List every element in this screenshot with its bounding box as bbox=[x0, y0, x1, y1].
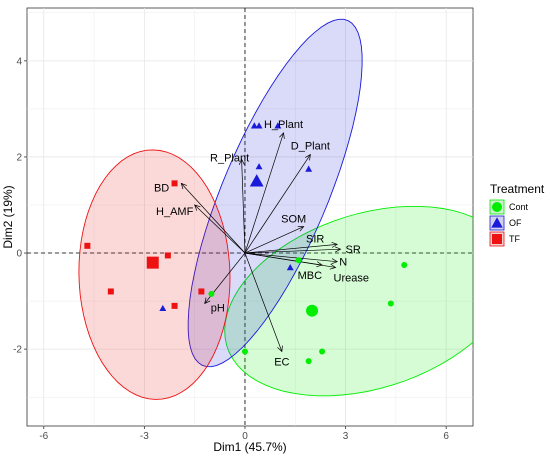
legend-key-cont bbox=[492, 202, 502, 212]
point-of bbox=[305, 165, 313, 172]
observation-points bbox=[84, 122, 408, 365]
variable-arrows bbox=[180, 132, 342, 353]
variable-label-som: SOM bbox=[281, 214, 306, 226]
y-tick-label: 4 bbox=[16, 56, 22, 67]
variable-label-h_amf: H_AMF bbox=[156, 206, 194, 218]
legend-key-fill bbox=[489, 231, 505, 247]
ellipse-of bbox=[187, 18, 363, 368]
arrowhead-r_plant bbox=[238, 158, 245, 165]
variable-label-sir: SIR bbox=[306, 233, 324, 245]
point-of bbox=[286, 263, 294, 271]
arrowhead-sir bbox=[331, 241, 338, 248]
arrowhead-ph bbox=[204, 297, 211, 305]
arrowhead-som bbox=[297, 226, 305, 232]
legend-title: Treatment bbox=[490, 182, 545, 196]
point-tf bbox=[171, 180, 178, 187]
point-cont bbox=[305, 358, 312, 365]
arrow-d_plant bbox=[244, 154, 311, 254]
x-tick-label: -6 bbox=[39, 431, 48, 442]
variable-label-sr: SR bbox=[346, 244, 361, 256]
centroid-tf bbox=[146, 256, 159, 269]
arrow-bd bbox=[180, 183, 246, 254]
point-of bbox=[255, 163, 263, 170]
arrow-h_amf bbox=[194, 204, 246, 254]
arrowhead-h_plant bbox=[279, 132, 285, 139]
arrow-sir bbox=[244, 244, 338, 254]
y-axis-title: Dim2 (19%) bbox=[1, 185, 15, 248]
variable-label-bd: BD bbox=[154, 182, 169, 194]
y-tick-label: -2 bbox=[13, 345, 22, 356]
plot-panel bbox=[26, 7, 474, 427]
point-cont bbox=[319, 348, 326, 355]
legend-label-tf: TF bbox=[509, 234, 520, 244]
arrow-ec bbox=[244, 252, 283, 352]
point-of bbox=[159, 304, 167, 312]
grid-lines bbox=[27, 8, 473, 426]
legend-key-fill bbox=[489, 215, 505, 231]
point-of bbox=[255, 122, 263, 129]
ellipse-tf bbox=[78, 149, 231, 400]
variable-label-h_plant: H_Plant bbox=[264, 119, 303, 131]
point-of bbox=[250, 122, 258, 129]
point-cont bbox=[387, 300, 394, 307]
confidence-ellipses bbox=[78, 18, 473, 400]
arrow-som bbox=[244, 226, 304, 254]
legend-key-fill bbox=[489, 199, 505, 215]
x-tick-label: 3 bbox=[343, 431, 349, 442]
point-tf bbox=[84, 242, 91, 249]
arrowhead-d_plant bbox=[305, 153, 311, 161]
variable-label-ec: EC bbox=[274, 357, 289, 369]
zero-lines bbox=[27, 8, 473, 426]
arrow-n bbox=[244, 252, 338, 263]
legend-key-of bbox=[491, 217, 503, 228]
y-tick-label: 0 bbox=[16, 249, 22, 260]
point-cont bbox=[401, 262, 408, 269]
legend: Treatment Cont OF TF bbox=[489, 182, 545, 247]
x-tick-label: 6 bbox=[443, 431, 449, 442]
point-cont bbox=[241, 348, 248, 355]
arrowhead-bd bbox=[180, 182, 187, 190]
point-tf bbox=[164, 252, 171, 259]
x-tick-label: -3 bbox=[140, 431, 149, 442]
arrow-h_plant bbox=[244, 132, 284, 254]
legend-key-tf bbox=[492, 234, 502, 244]
variable-label-urease: Urease bbox=[334, 272, 369, 284]
centroid-cont bbox=[306, 304, 319, 317]
arrowhead-ec bbox=[277, 345, 283, 353]
arrowhead-n bbox=[331, 258, 338, 265]
arrow-urease bbox=[244, 252, 336, 268]
point-tf bbox=[171, 302, 178, 309]
group-centroids bbox=[146, 174, 319, 317]
y-tick-label: 2 bbox=[16, 152, 22, 163]
point-tf bbox=[107, 288, 114, 295]
x-tick-label: 0 bbox=[242, 431, 248, 442]
arrow-r_plant bbox=[241, 159, 246, 254]
variable-label-n: N bbox=[339, 257, 347, 269]
point-of bbox=[274, 122, 282, 129]
axis-ticks: -6 -3 0 3 6 -2 0 2 4 bbox=[13, 56, 449, 442]
variable-label-ph: pH bbox=[211, 302, 225, 314]
variable-label-r_plant: R_Plant bbox=[210, 152, 249, 164]
arrowhead-h_amf bbox=[194, 204, 201, 211]
legend-label-cont: Cont bbox=[509, 202, 529, 212]
arrowhead-urease bbox=[329, 263, 337, 270]
x-axis-title: Dim1 (45.7%) bbox=[213, 440, 286, 454]
arrowhead-sr bbox=[334, 246, 342, 253]
legend-label-of: OF bbox=[509, 218, 522, 228]
variable-label-mbc: MBC bbox=[298, 270, 323, 282]
ellipse-cont bbox=[224, 205, 473, 397]
variable-label-d_plant: D_Plant bbox=[291, 141, 330, 153]
point-tf bbox=[198, 288, 205, 295]
arrow-sr bbox=[244, 248, 341, 254]
point-cont bbox=[295, 257, 302, 264]
centroid-of bbox=[249, 174, 264, 187]
point-cont bbox=[208, 290, 215, 297]
